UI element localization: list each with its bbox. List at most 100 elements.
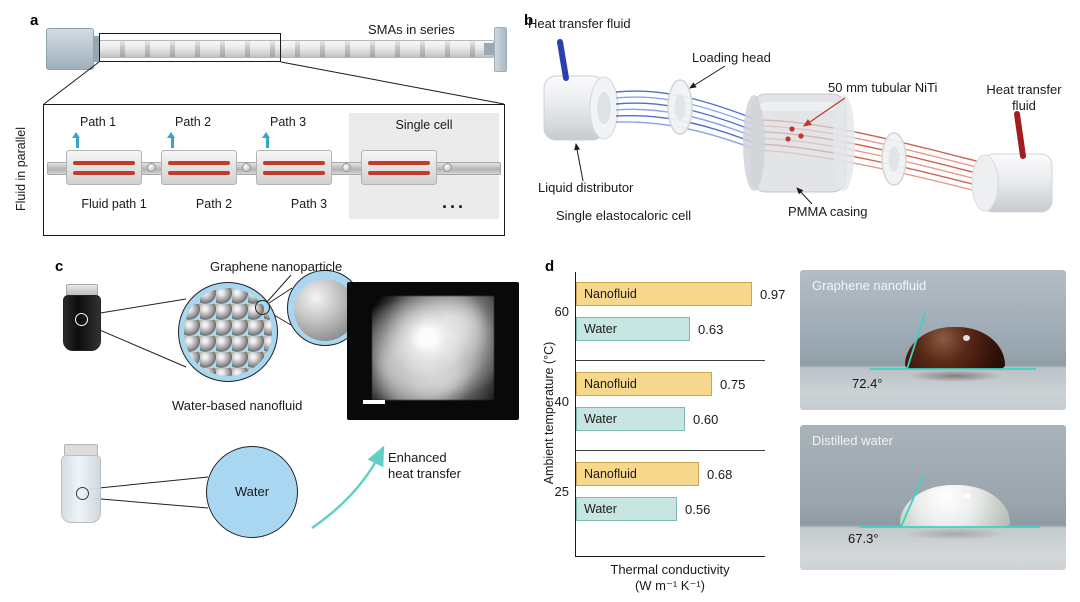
contact-angle-value: 67.3° <box>848 531 879 546</box>
scale-bar <box>363 400 385 404</box>
single-cell-label: Single cell <box>395 118 453 132</box>
pmma-casing-shape <box>743 93 855 193</box>
smas-in-series-label: SMAs in series <box>368 22 455 37</box>
zoom-selection-rect <box>99 33 281 62</box>
bar-value-label: 0.97 <box>760 286 786 302</box>
graphene-nanoparticle-sphere <box>294 279 356 341</box>
bar-fill: Nanofluid <box>576 372 712 396</box>
bar-series-label: Nanofluid <box>584 377 637 391</box>
x-axis-title-line1: Thermal conductivity <box>610 562 730 577</box>
distilled-water-photo: Distilled water 67.3° <box>800 425 1066 570</box>
loading-head-front <box>667 79 693 135</box>
bar-nanofluid-60: Nanofluid 0.97 <box>576 282 785 306</box>
flow-up-arrow <box>263 131 270 148</box>
fluid-port <box>342 163 351 172</box>
outlet-cylinder <box>971 153 1053 213</box>
top-path-3-label: Path 3 <box>270 115 307 129</box>
loading-head-label: Loading head <box>692 50 771 65</box>
droplet-reflection <box>904 528 1006 540</box>
bar-series-label: Water <box>584 502 617 516</box>
thermal-conductivity-chart: 60 40 25 Nanofluid 0.97 Water 0.63 Nanof… <box>555 272 785 557</box>
bar-value-label: 0.60 <box>693 411 719 427</box>
graphene-aggregate-blob <box>372 296 494 400</box>
top-path-1-label: Path 1 <box>80 115 117 129</box>
pmma-pointer <box>796 187 813 205</box>
photo-title: Distilled water <box>812 433 893 448</box>
bar-series-label: Water <box>584 322 617 336</box>
water-label: Water <box>234 484 270 500</box>
y-tick-40: 40 <box>554 394 569 409</box>
distributor-pointer <box>574 143 584 182</box>
sma-cell <box>66 150 142 185</box>
bar-fill: Water <box>576 497 677 521</box>
bar-fill: Nanofluid <box>576 282 752 306</box>
nanofluid-sample-ring <box>75 313 88 326</box>
elastocaloric-device-scene <box>543 39 1053 213</box>
contact-angle-value: 72.4° <box>852 376 883 391</box>
group-separator <box>576 360 765 361</box>
panel-c-tag: c <box>55 258 64 275</box>
fluid-path-1-label: Fluid path 1 <box>81 197 147 211</box>
bar-water-40: Water 0.60 <box>576 407 718 431</box>
panel-b-tag: b <box>524 12 534 29</box>
contact-angle-lines <box>860 475 1040 528</box>
nanoparticle-sample-ring <box>255 300 270 315</box>
ellipsis-label: ··· <box>442 197 466 217</box>
enhanced-label-line1: Enhanced <box>388 450 447 465</box>
fluid-path-2-label: Path 2 <box>195 197 233 211</box>
top-path-2-label: Path 2 <box>175 115 212 129</box>
bar-series-label: Nanofluid <box>584 467 637 481</box>
graphene-nanofluid-photo: Graphene nanofluid 72.4° <box>800 270 1066 410</box>
bar-series-label: Nanofluid <box>584 287 637 301</box>
loading-head-pointer <box>689 65 726 89</box>
tubular-niti-label: 50 mm tubular NiTi <box>828 80 938 95</box>
bar-value-label: 0.56 <box>685 501 711 517</box>
fluid-port <box>443 163 452 172</box>
bar-value-label: 0.75 <box>720 376 746 392</box>
y-tick-60: 60 <box>554 304 569 319</box>
pmma-casing-label: PMMA casing <box>788 204 868 219</box>
zoom-connector-lines <box>43 61 505 105</box>
bar-fill: Water <box>576 407 685 431</box>
enhanced-transfer-arrow <box>311 445 385 530</box>
enhanced-label-line2: heat transfer <box>388 466 461 481</box>
flow-up-arrow <box>73 131 80 148</box>
y-axis-title: Ambient temperature (°C) <box>542 341 556 485</box>
fluid-port <box>242 163 251 172</box>
fluid-port <box>147 163 156 172</box>
y-tick-25: 25 <box>554 484 569 499</box>
water-sample-ring <box>76 487 89 500</box>
bar-nanofluid-40: Nanofluid 0.75 <box>576 372 745 396</box>
group-separator <box>576 450 765 451</box>
droplet-reflection <box>908 370 1002 382</box>
sma-cell <box>256 150 332 185</box>
bar-value-label: 0.68 <box>707 466 733 482</box>
nanofluid-zoom-circle <box>178 282 278 382</box>
end-mount-plate <box>494 27 507 72</box>
bar-fill: Nanofluid <box>576 462 699 486</box>
panel-a-tag: a <box>30 12 39 29</box>
sma-cell <box>161 150 237 185</box>
panel-c-connector-lines <box>87 274 385 530</box>
niti-pointer-arrow <box>803 97 846 127</box>
bar-water-25: Water 0.56 <box>576 497 710 521</box>
cold-fluid-inlet-line <box>557 39 569 81</box>
fluid-path-3-label: Path 3 <box>290 197 328 211</box>
bar-series-label: Water <box>584 412 617 426</box>
bar-water-60: Water 0.63 <box>576 317 723 341</box>
liquid-distributor-cylinder <box>543 75 619 141</box>
droplet-highlight <box>963 492 971 499</box>
heat-transfer-fluid-right-line1: Heat transfer <box>986 82 1062 97</box>
bar-nanofluid-25: Nanofluid 0.68 <box>576 462 732 486</box>
droplet-highlight <box>963 334 970 341</box>
single-elastocaloric-cell-label: Single elastocaloric cell <box>556 208 692 223</box>
heat-transfer-fluid-right-line2: fluid <box>1012 98 1036 113</box>
flow-up-arrow <box>168 131 175 148</box>
fluid-parallel-zoom-box: Single cell Path 1 Path 2 Path 3 Fluid p… <box>43 104 505 236</box>
actuator-flange <box>93 36 100 62</box>
liquid-distributor-label: Liquid distributor <box>538 180 634 195</box>
fluid-in-parallel-label: Fluid in parallel <box>14 126 28 212</box>
rod-coupler <box>484 43 495 55</box>
water-zoom-circle: Water <box>206 446 298 538</box>
